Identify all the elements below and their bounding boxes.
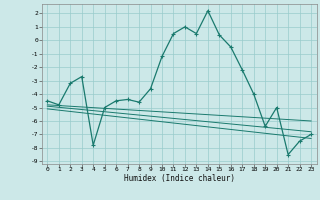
X-axis label: Humidex (Indice chaleur): Humidex (Indice chaleur) [124,174,235,183]
